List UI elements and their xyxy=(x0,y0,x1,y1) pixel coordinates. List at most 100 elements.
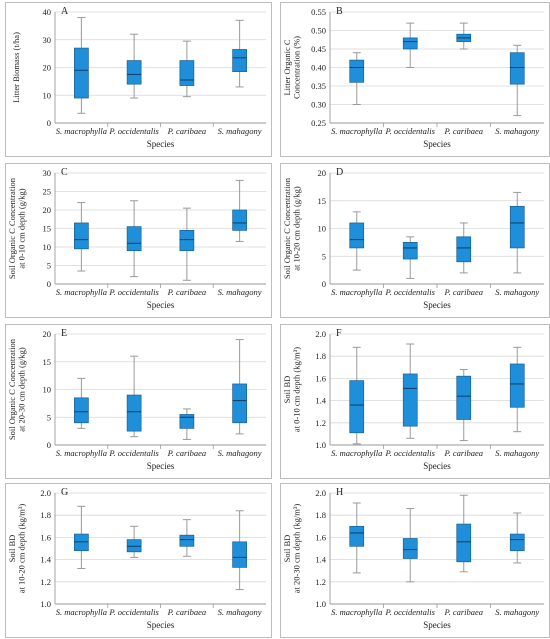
box-4 xyxy=(232,19,247,88)
y-tick-label: 2.0 xyxy=(315,329,326,339)
box-1 xyxy=(349,52,365,105)
x-tick-label: S. macrophylla xyxy=(56,287,107,297)
box-4 xyxy=(232,179,247,242)
panel-a: 0 10 20 30 40 A Litter Biomass (t/ha) S. macrop… xyxy=(5,2,272,157)
box-1 xyxy=(349,346,365,445)
panel-letter: B xyxy=(336,6,343,17)
y-tick-label: 1.4 xyxy=(315,396,326,406)
x-tick-label: P. caribaea xyxy=(443,607,483,617)
y-tick-label: 1.0 xyxy=(40,599,51,609)
box-iqr xyxy=(509,363,525,408)
x-tick-label: P. caribaea xyxy=(443,448,483,458)
y-axis-label: Soil BDat 0-10 cm depth (kg/m³) xyxy=(282,347,302,432)
x-tick-label: S. macrophylla xyxy=(56,607,107,617)
y-tick-label: 15 xyxy=(43,224,52,234)
y-tick-label: 40 xyxy=(43,7,52,17)
box-iqr xyxy=(509,533,525,552)
y-tick-label: 25 xyxy=(43,187,52,197)
y-tick-label: 0 xyxy=(47,118,51,128)
box-iqr xyxy=(509,52,525,85)
x-axis-label: Species xyxy=(147,300,175,310)
x-tick-label: P. occidentalis xyxy=(108,448,159,458)
box-iqr xyxy=(179,414,195,429)
panel-c: 0 5 10 15 20 25 30 C Soil Organic C Concentratio… xyxy=(5,163,272,318)
y-tick-label: 15 xyxy=(318,196,327,206)
x-axis-label: Species xyxy=(423,300,451,310)
box-iqr xyxy=(179,60,195,86)
x-tick-label: S. macrophylla xyxy=(331,126,382,136)
panel-letter: H xyxy=(336,487,343,498)
y-tick-label: 20 xyxy=(43,63,52,73)
box-iqr xyxy=(74,533,89,552)
x-tick-label: P. caribaea xyxy=(167,126,207,136)
box-iqr xyxy=(232,49,247,73)
box-3 xyxy=(179,40,195,98)
panel-frame xyxy=(5,483,272,638)
box-4 xyxy=(509,44,525,117)
y-axis-label: Soil Organic C Concentrationat 20-30 cm … xyxy=(7,338,27,440)
x-tick-label: S. macrophylla xyxy=(331,448,382,458)
box-4 xyxy=(509,191,525,274)
panel-f: 1.0 1.2 1.4 1.6 1.8 2.0 F Soil BDat 0-10 cm dep… xyxy=(280,324,550,479)
panel-letter: A xyxy=(61,6,69,17)
y-tick-label: 20 xyxy=(43,329,52,339)
y-tick-label: 1.8 xyxy=(315,351,326,361)
x-tick-label: S. macrophylla xyxy=(56,448,107,458)
box-iqr xyxy=(74,222,89,250)
y-tick-label: 30 xyxy=(43,35,52,45)
panel-frame xyxy=(5,2,272,157)
x-tick-label: P. occidentalis xyxy=(385,287,436,297)
box-2 xyxy=(402,343,418,439)
box-iqr xyxy=(179,230,195,252)
x-tick-label: S. macrophylla xyxy=(331,287,382,297)
x-tick-label: S. mahagony xyxy=(495,126,539,136)
y-tick-label: 5 xyxy=(47,412,51,422)
y-tick-label: 1.4 xyxy=(40,555,51,565)
y-tick-label: 0.35 xyxy=(311,81,326,91)
y-tick-label: 15 xyxy=(43,357,52,367)
box-iqr xyxy=(126,226,142,252)
box-iqr xyxy=(232,383,247,424)
box-iqr xyxy=(509,205,525,249)
y-tick-label: 1.6 xyxy=(315,532,326,542)
x-tick-label: P. occidentalis xyxy=(108,607,159,617)
x-tick-label: S. mahagony xyxy=(495,287,539,297)
x-tick-label: S. mahagony xyxy=(495,448,539,458)
box-iqr xyxy=(349,59,365,83)
box-iqr xyxy=(179,534,195,547)
x-tick-label: S. mahagony xyxy=(218,126,262,136)
panel-h: 1.0 1.2 1.4 1.6 1.8 2.0 H Soil BDat 20-30 cm de… xyxy=(280,483,550,638)
box-1 xyxy=(349,211,365,271)
panel-letter: E xyxy=(61,328,67,339)
box-iqr xyxy=(349,525,365,547)
y-tick-label: 1.2 xyxy=(315,418,326,428)
box-iqr xyxy=(232,541,247,568)
y-axis-label: Litter Organic CConcentration (%) xyxy=(282,36,302,99)
y-tick-label: 0.55 xyxy=(311,7,326,17)
y-tick-label: 1.6 xyxy=(40,532,51,542)
box-3 xyxy=(456,494,472,573)
y-tick-label: 5 xyxy=(47,261,51,271)
box-2 xyxy=(126,200,142,278)
y-tick-label: 0.30 xyxy=(311,100,326,110)
x-tick-label: S. mahagony xyxy=(495,607,539,617)
y-tick-label: 0.50 xyxy=(311,26,326,36)
panel-g: 1.0 1.2 1.4 1.6 1.8 2.0 G Soil BDat 10-20 cm de… xyxy=(5,483,272,638)
y-tick-label: 0.40 xyxy=(311,63,326,73)
box-iqr xyxy=(349,380,365,434)
x-tick-label: P. caribaea xyxy=(167,448,207,458)
y-axis-label: Soil BDat 10-20 cm depth (kg/m³) xyxy=(7,504,27,594)
y-tick-label: 1.6 xyxy=(315,373,326,383)
box-iqr xyxy=(126,60,142,85)
box-iqr xyxy=(456,375,472,420)
y-tick-label: 30 xyxy=(43,168,52,178)
x-tick-label: P. occidentalis xyxy=(385,607,436,617)
x-axis-label: Species xyxy=(423,139,451,149)
box-iqr xyxy=(402,538,418,559)
panel-e: 0 5 10 15 20 E Soil Organic C Concentrationat … xyxy=(5,324,272,479)
box-3 xyxy=(179,207,195,281)
box-iqr xyxy=(232,209,247,231)
y-tick-label: 0 xyxy=(47,440,51,450)
box-iqr xyxy=(74,47,89,99)
